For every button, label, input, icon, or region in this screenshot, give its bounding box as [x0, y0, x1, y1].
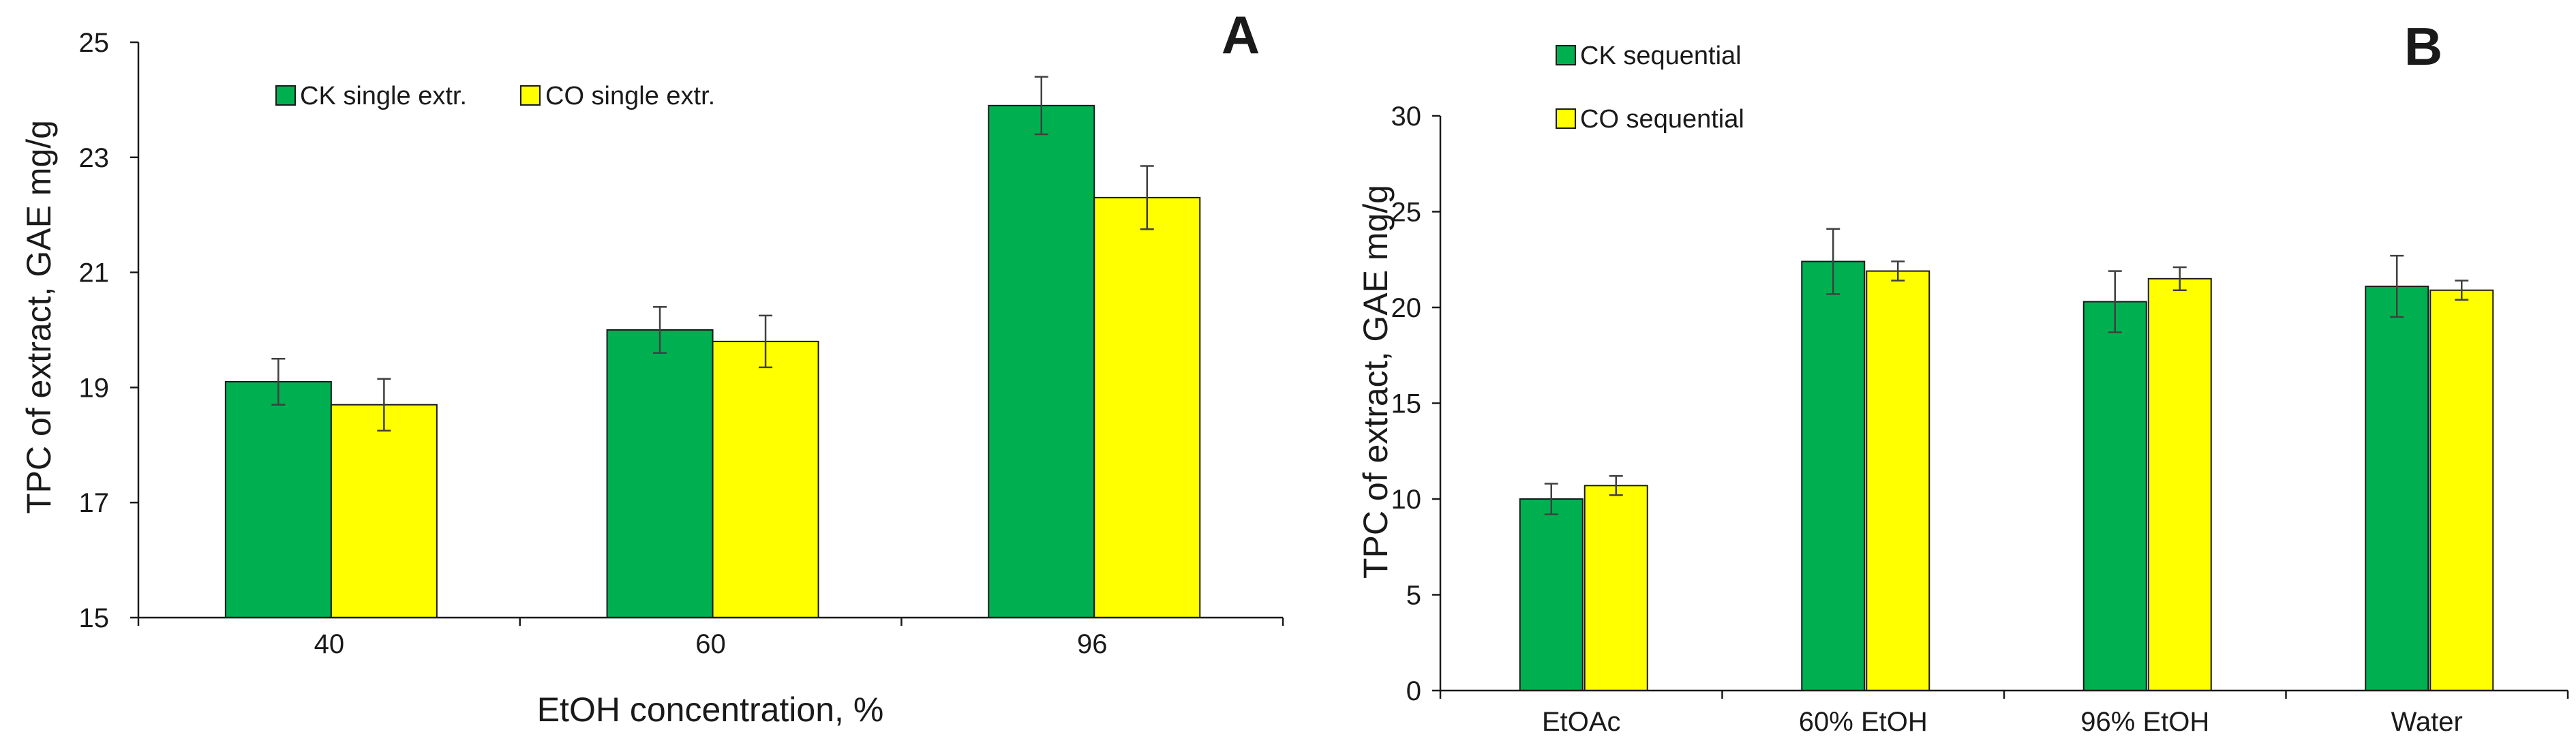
- panel-b-ytick-label: 25: [1391, 198, 1422, 228]
- panel-a-x-ticks: 40 60 96: [137, 618, 1284, 659]
- panel-b-bar-co: [2147, 277, 2212, 692]
- panel-a-ytick-label: 17: [79, 488, 110, 518]
- panel-b-legend: CK sequential CO sequential: [1556, 42, 1744, 134]
- panel-a-ytick-label: 19: [79, 373, 110, 403]
- panel-b-error-bars: [1544, 228, 2469, 515]
- panel-b-y-ticks: 0 5 10 15 20 25 30: [1391, 102, 1440, 706]
- panel-a-ytick-label: 21: [79, 258, 110, 288]
- panel-a-bar-ck: [606, 329, 714, 618]
- panel-a-bars: [224, 104, 1201, 619]
- panel-a-legend-swatch-ck: [275, 85, 296, 106]
- panel-b-category-label: 60% EtOH: [1799, 707, 1928, 737]
- panel-b-bar-co: [2429, 289, 2494, 691]
- panel-a-ylabel: TPC of extract, GAE mg/g: [20, 120, 58, 514]
- panel-b-ytick-label: 30: [1391, 102, 1422, 132]
- panel-a-y-ticks: 15 17 19 21 23 25: [79, 28, 138, 633]
- panel-b-category-label: Water: [2391, 707, 2463, 737]
- panel-a-bar-co: [712, 340, 819, 618]
- panel-a-xlabel: EtOH concentration, %: [537, 691, 884, 729]
- panel-b-ytick-label: 10: [1391, 485, 1422, 515]
- panel-a-category-label: 60: [695, 629, 726, 659]
- panel-b-legend-swatch-co: [1556, 108, 1576, 129]
- panel-b-legend-label-co: CO sequential: [1580, 105, 1744, 134]
- panel-a-error-bars: [271, 76, 1154, 432]
- panel-b-ytick-label: 0: [1406, 676, 1421, 706]
- panel-a-letter: A: [1222, 5, 1260, 65]
- panel-a-bar-ck: [224, 380, 332, 619]
- panel-b-bar-ck: [1801, 260, 1866, 691]
- panel-b-bar-ck: [1519, 498, 1584, 691]
- chart-panel-a: A TPC of extract, GAE mg/g EtOH concentr…: [20, 5, 1284, 729]
- panel-a-category-label: 40: [314, 629, 345, 659]
- panel-a-bar-co: [1093, 196, 1201, 618]
- panel-b-ylabel: TPC of extract, GAE mg/g: [1357, 185, 1395, 579]
- panel-a-ytick-label: 25: [79, 28, 110, 58]
- panel-b-category-label: 96% EtOH: [2080, 707, 2209, 737]
- panel-b-bars: [1519, 260, 2494, 692]
- panel-b-bar-ck: [2365, 286, 2429, 691]
- panel-b-bar-ck: [2082, 301, 2147, 691]
- panel-a-ytick-label: 23: [79, 143, 110, 173]
- panel-a-legend: CK single extr. CO single extr.: [275, 82, 715, 110]
- panel-b-ytick-label: 15: [1391, 389, 1422, 419]
- panel-b-x-ticks: EtOAc 60% EtOH 96% EtOH Water: [1439, 691, 2569, 737]
- panel-b-category-label: EtOAc: [1542, 707, 1621, 737]
- panel-b-bar-co: [1866, 270, 1930, 691]
- chart-panel-b: B TPC of extract, GAE mg/g CK sequential…: [1357, 16, 2569, 737]
- panel-a-category-label: 96: [1077, 629, 1108, 659]
- panel-b-legend-label-ck: CK sequential: [1580, 42, 1742, 70]
- panel-a-legend-label-co: CO single extr.: [545, 82, 715, 110]
- panel-b-legend-swatch-ck: [1556, 45, 1576, 65]
- panel-a-legend-swatch-co: [520, 85, 541, 106]
- panel-b-letter: B: [2404, 16, 2442, 76]
- panel-a-legend-label-ck: CK single extr.: [300, 82, 467, 110]
- panel-a-bar-co: [330, 404, 438, 618]
- panel-b-ytick-label: 20: [1391, 293, 1422, 323]
- panel-b-bar-co: [1584, 485, 1648, 692]
- panel-a-bar-ck: [988, 104, 1095, 618]
- panel-a-ytick-label: 15: [79, 603, 110, 633]
- panel-b-ytick-label: 5: [1406, 581, 1421, 611]
